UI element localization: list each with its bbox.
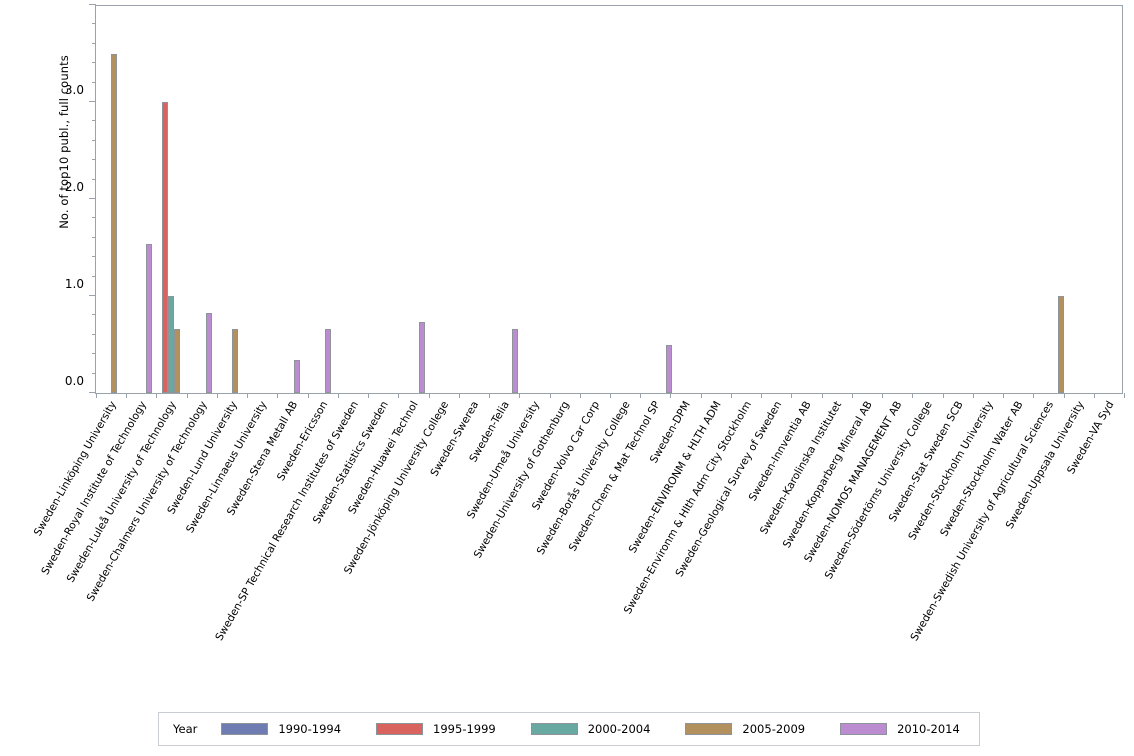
y-tick-major	[89, 198, 96, 199]
x-tick	[851, 393, 853, 398]
x-tick	[761, 393, 763, 398]
y-tick-minor	[92, 159, 96, 161]
y-tick-minor	[92, 353, 96, 355]
x-tick	[640, 393, 642, 398]
bar[interactable]	[162, 102, 168, 393]
bar[interactable]	[111, 53, 117, 393]
legend-entry[interactable]: 2010-2014	[840, 722, 960, 736]
plot-area: 0.01.02.03.04.0	[65, 4, 1125, 398]
x-tick	[1033, 393, 1035, 398]
legend-entry[interactable]: 2005-2009	[685, 722, 805, 736]
y-tick-major	[89, 392, 96, 393]
bar[interactable]	[512, 328, 518, 393]
x-tick	[428, 393, 430, 398]
bar[interactable]	[174, 328, 180, 393]
x-tick	[791, 393, 793, 398]
bar[interactable]	[1058, 296, 1064, 393]
y-tick-label: 1.0	[64, 277, 84, 291]
legend-swatch	[376, 723, 424, 735]
legend-entry[interactable]: 1990-1994	[221, 722, 341, 736]
y-tick-label: 2.0	[64, 180, 84, 194]
legend-swatch	[685, 723, 733, 735]
bar[interactable]	[419, 322, 425, 393]
x-tick	[821, 393, 823, 398]
y-axis-title: No. of top10 publ., full counts	[57, 55, 71, 229]
x-tick	[186, 393, 188, 398]
y-tick-minor	[92, 256, 96, 258]
bar[interactable]	[666, 345, 672, 393]
plot-inner: 0.01.02.03.04.0	[65, 4, 1125, 398]
x-tick	[398, 393, 400, 398]
x-tick	[912, 393, 914, 398]
legend-swatch	[840, 723, 888, 735]
x-axis-label: Sweden-SP Technical Research Institutes …	[212, 399, 361, 643]
x-tick	[216, 393, 218, 398]
x-tick	[549, 393, 551, 398]
x-tick	[700, 393, 702, 398]
y-tick-major	[89, 101, 96, 102]
bar[interactable]	[325, 328, 331, 393]
x-tick	[247, 393, 249, 398]
legend-label: 2010-2014	[897, 722, 960, 736]
legend-swatch	[221, 723, 269, 735]
x-tick	[277, 393, 279, 398]
y-tick-minor	[92, 217, 96, 219]
y-tick-minor	[92, 42, 96, 44]
legend-label: 2005-2009	[742, 722, 806, 736]
x-tick	[307, 393, 309, 398]
x-tick	[1124, 393, 1125, 398]
x-tick	[489, 393, 491, 398]
x-tick	[368, 393, 370, 398]
bar[interactable]	[206, 312, 212, 393]
x-tick	[337, 393, 339, 398]
y-tick-minor	[92, 314, 96, 316]
y-tick-minor	[92, 120, 96, 122]
x-tick	[670, 393, 672, 398]
x-tick	[1063, 393, 1065, 398]
bar[interactable]	[232, 328, 238, 393]
legend-entry[interactable]: 1995-1999	[376, 722, 496, 736]
bar[interactable]	[168, 296, 174, 393]
x-tick	[972, 393, 974, 398]
x-tick	[156, 393, 158, 398]
x-tick	[126, 393, 128, 398]
x-tick	[579, 393, 581, 398]
x-tick	[519, 393, 521, 398]
y-tick-label: 0.0	[64, 374, 84, 388]
y-tick-label: 3.0	[64, 83, 84, 97]
chart-legend[interactable]: Year 1990-1994 1995-1999 2000-2004 2005-200…	[158, 712, 980, 746]
x-tick	[882, 393, 884, 398]
y-tick-minor	[92, 236, 96, 238]
x-tick	[1093, 393, 1095, 398]
legend-entry[interactable]: 2000-2004	[530, 722, 651, 736]
legend-label: 1995-1999	[433, 722, 496, 736]
y-tick-minor	[92, 81, 96, 83]
x-tick	[1003, 393, 1005, 398]
legend-label: 2000-2004	[587, 722, 651, 736]
x-tick	[942, 393, 944, 398]
bar[interactable]	[294, 360, 300, 393]
legend-title: Year	[173, 722, 198, 736]
y-tick-minor	[92, 139, 96, 141]
y-tick-minor	[92, 23, 96, 25]
y-tick-minor	[92, 62, 96, 64]
legend-swatch	[530, 723, 578, 735]
y-tick-minor	[92, 178, 96, 180]
x-axis-label: Sweden-Swedish University of Agricultura…	[908, 399, 1056, 644]
y-tick-minor	[92, 372, 96, 374]
legend-label: 1990-1994	[278, 722, 342, 736]
y-tick-minor	[92, 275, 96, 277]
legend-entries: 1990-1994 1995-1999 2000-2004 2005-2009 2010…	[221, 722, 994, 736]
x-tick	[610, 393, 611, 398]
x-tick	[458, 393, 460, 398]
bar[interactable]	[146, 243, 152, 393]
y-tick-major	[89, 295, 96, 296]
y-tick-minor	[92, 333, 96, 335]
x-tick	[730, 393, 732, 398]
y-tick-major	[89, 4, 96, 5]
x-tick	[96, 393, 97, 398]
x-axis-labels: Sweden-Linköping University Sweden-Royal …	[32, 398, 1123, 698]
